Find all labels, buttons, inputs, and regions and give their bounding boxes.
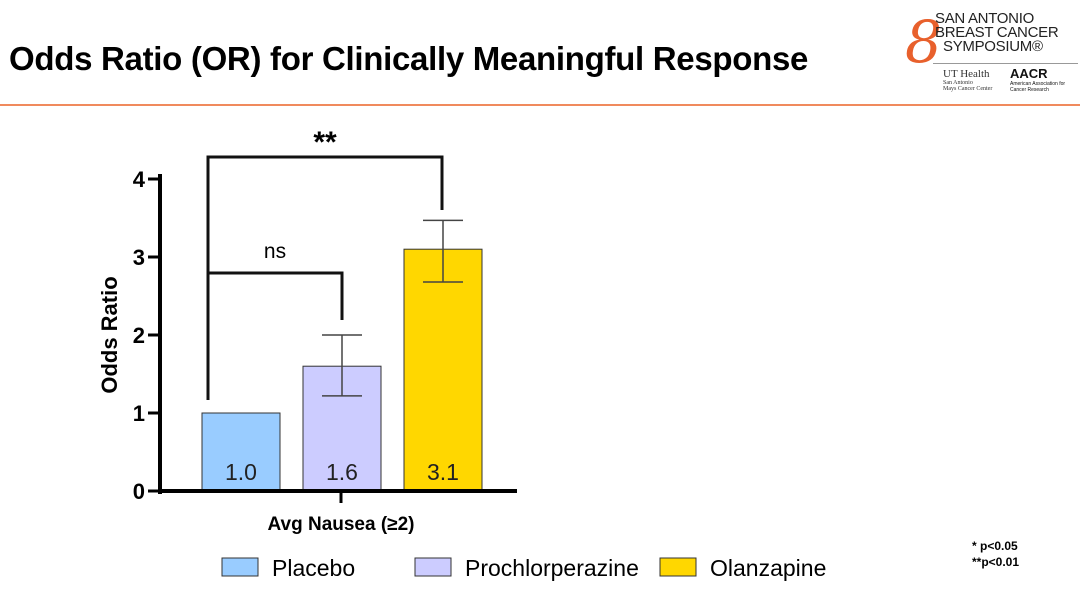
bar-value-label: 1.0 (225, 459, 257, 485)
aacr-logo: AACR American Association for Cancer Rese… (1010, 66, 1066, 93)
x-axis-label: Avg Nausea (≥2) (268, 514, 415, 535)
slide-title: Odds Ratio (OR) for Clinically Meaningfu… (9, 40, 809, 77)
bar-placebo (201, 412, 281, 492)
title-divider (0, 104, 1080, 106)
significance-bracket-double-star (206, 155, 444, 400)
bar-value-label: 1.6 (326, 459, 358, 485)
y-axis-label: Odds Ratio (97, 276, 122, 393)
legend-swatch (414, 557, 452, 577)
y-tick-label: 4 (133, 167, 146, 192)
y-tick-label: 2 (133, 323, 145, 348)
ribbon-logo-icon: 8 (905, 8, 942, 76)
legend-label: Prochlorperazine (465, 555, 639, 581)
significance-label: ** (313, 126, 337, 159)
bar-value-label: 3.1 (427, 459, 459, 485)
y-tick-label: 1 (133, 401, 145, 426)
y-tick-label: 0 (133, 479, 145, 504)
bar-olanzapine (403, 248, 483, 492)
significance-label: ns (264, 240, 286, 263)
legend-label: Olanzapine (710, 555, 826, 581)
ut-health-logo: UT Health San Antonio Mays Cancer Center (943, 68, 993, 92)
legend-swatch (659, 557, 697, 577)
logo-text: SAN ANTONIO BREAST CANCER SYMPOSIUM® (935, 10, 1059, 55)
legend-label: Placebo (272, 555, 355, 581)
sabcs-logo: 8 SAN ANTONIO BREAST CANCER SYMPOSIUM® UT … (895, 8, 1080, 98)
y-tick-label: 3 (133, 245, 145, 270)
footnotes: * p<0.05 **p<0.01 (972, 539, 1020, 569)
legend-swatch (221, 557, 259, 577)
